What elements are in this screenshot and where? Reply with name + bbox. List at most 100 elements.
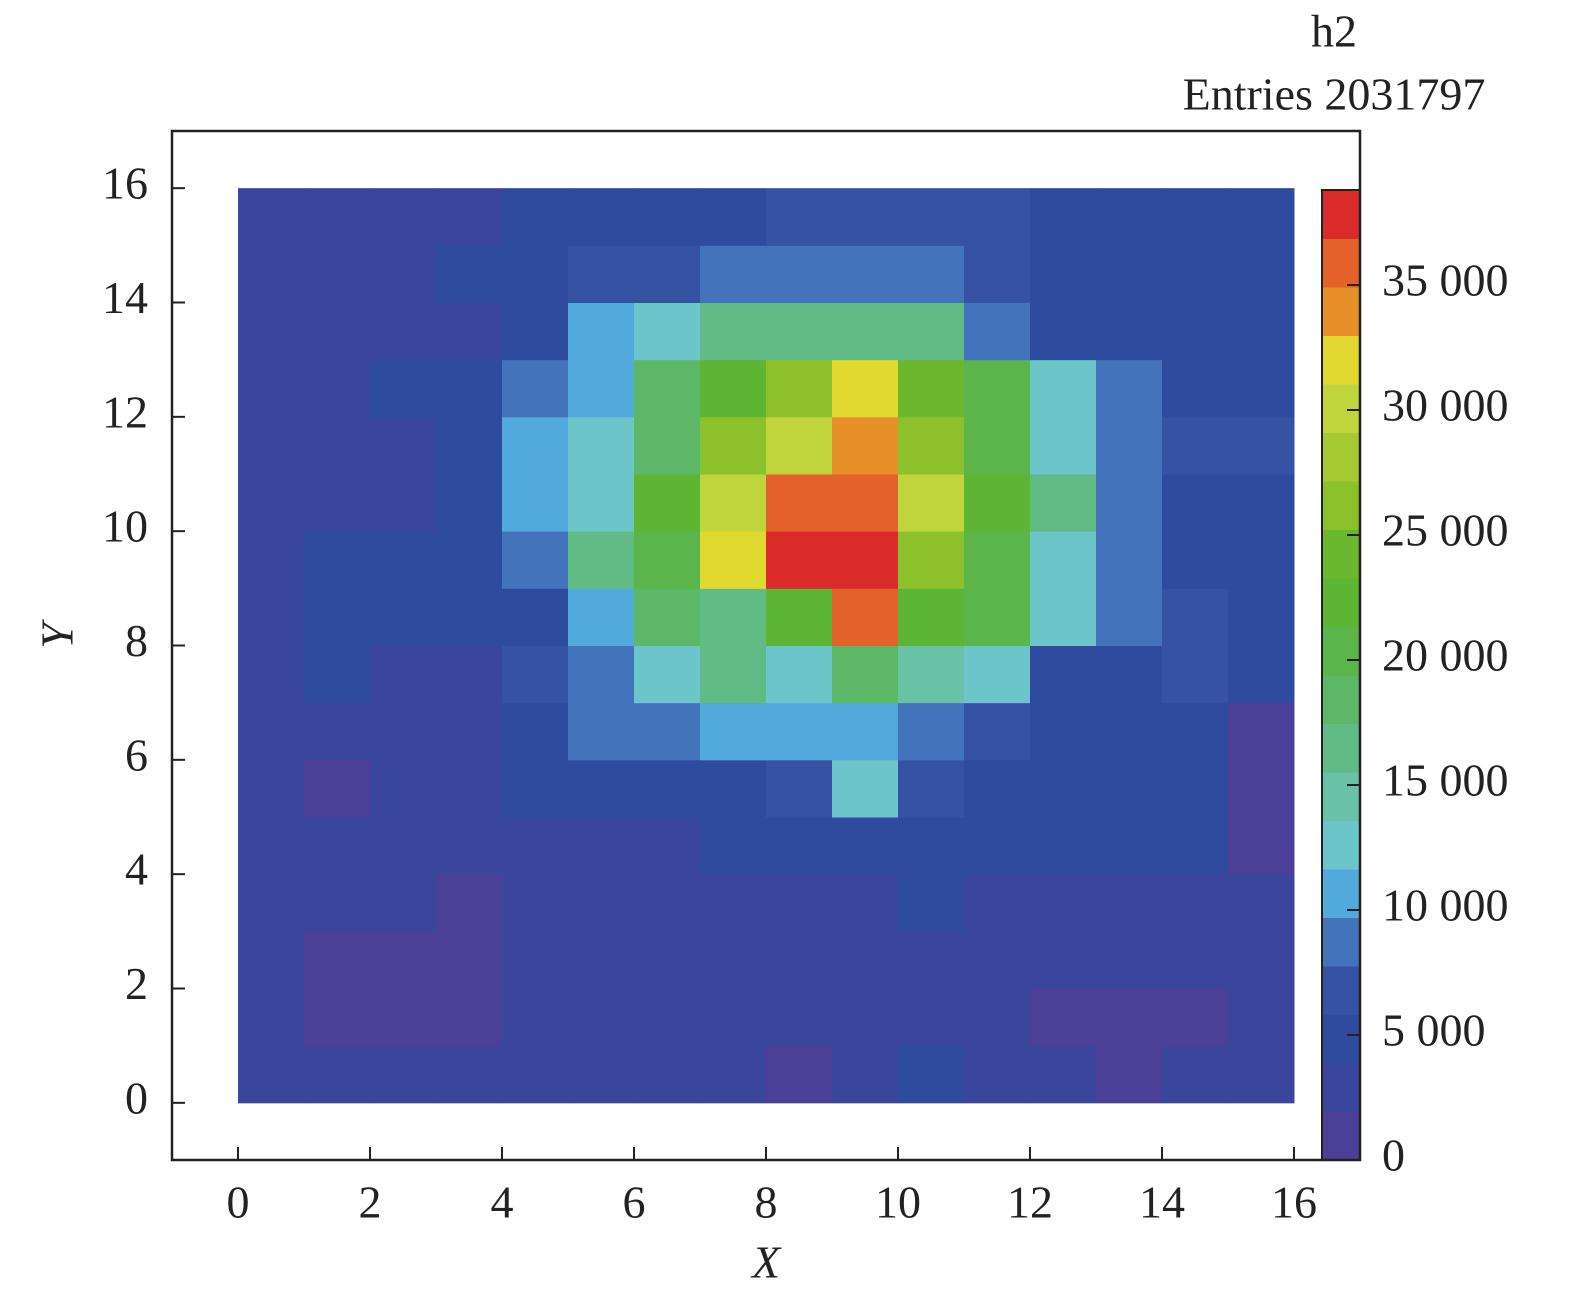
heatmap-cell: [700, 988, 767, 1047]
heatmap-cell: [1030, 702, 1097, 761]
heatmap-cell: [700, 759, 767, 818]
heatmap-cell: [436, 359, 503, 418]
heatmap-cell: [832, 359, 899, 418]
heatmap-cell: [502, 188, 569, 246]
heatmap-cell: [634, 474, 701, 532]
heatmap-cell: [370, 416, 437, 475]
colorbar-tick-label: 0: [1382, 1130, 1405, 1181]
heatmap-cell: [1096, 188, 1163, 246]
heatmap-cell: [304, 759, 371, 818]
heatmap-cell: [370, 874, 437, 932]
heatmap-cell: [304, 588, 371, 646]
heatmap-cell: [1162, 588, 1229, 646]
heatmap-cell: [1030, 874, 1097, 932]
heatmap-cell: [1228, 531, 1295, 589]
colorbar-band: [1322, 432, 1360, 482]
heatmap-cell: [634, 817, 701, 875]
heatmap-cell: [964, 931, 1031, 989]
heatmap-cell: [502, 702, 569, 761]
colorbar-band: [1322, 917, 1360, 967]
heatmap-cell: [1162, 188, 1229, 246]
y-tick-label: 14: [102, 272, 148, 323]
heatmap-cell: [1030, 817, 1097, 875]
heatmap-cell: [964, 245, 1031, 303]
heatmap-cell: [634, 988, 701, 1047]
heatmap-cell: [238, 474, 305, 532]
heatmap-cell: [832, 588, 899, 646]
heatmap-cell: [898, 931, 965, 989]
heatmap-cell: [700, 188, 767, 246]
heatmap-cell: [436, 759, 503, 818]
x-tick-label: 8: [755, 1177, 778, 1228]
heatmap-cell: [568, 245, 635, 303]
heatmap-cell: [370, 817, 437, 875]
heatmap-cell: [634, 359, 701, 418]
heatmap-cell: [238, 245, 305, 303]
heatmap-cell: [436, 531, 503, 589]
heatmap-cell: [898, 302, 965, 361]
heatmap-cell: [436, 1045, 503, 1104]
y-axis-label: Y: [32, 619, 83, 649]
heatmap-cell: [766, 416, 833, 475]
heatmap-cell: [1096, 531, 1163, 589]
heatmap-cell: [1162, 988, 1229, 1047]
heatmap-cell: [1096, 817, 1163, 875]
heatmap-cell: [502, 531, 569, 589]
heatmap-cell: [964, 702, 1031, 761]
heatmap-cell: [832, 702, 899, 761]
heatmap-cell: [1030, 931, 1097, 989]
heatmap-cell: [634, 188, 701, 246]
heatmap-cell: [964, 302, 1031, 361]
heatmap-cell: [964, 416, 1031, 475]
heatmap-cell: [832, 188, 899, 246]
heatmap-cell: [436, 874, 503, 932]
colorbar-tick-label: 25 000: [1382, 505, 1509, 556]
colorbar-band: [1322, 335, 1360, 385]
heatmap-cell: [766, 645, 833, 704]
heatmap-cell: [964, 531, 1031, 589]
heatmap-cell: [502, 874, 569, 932]
heatmap-cell: [832, 474, 899, 532]
colorbar-band: [1322, 1111, 1360, 1161]
heatmap-cell: [304, 988, 371, 1047]
heatmap-cell: [568, 759, 635, 818]
heatmap-cell: [304, 645, 371, 704]
y-tick-label: 2: [125, 958, 148, 1009]
heatmap-cell: [898, 817, 965, 875]
heatmap-cell: [436, 645, 503, 704]
heatmap-cell: [502, 359, 569, 418]
heatmap-cell: [1162, 359, 1229, 418]
heatmap-cell: [370, 759, 437, 818]
heatmap-cell: [964, 874, 1031, 932]
colorbar-band: [1322, 578, 1360, 627]
heatmap-cell: [766, 531, 833, 589]
heatmap-cell: [304, 245, 371, 303]
colorbar-band: [1322, 529, 1360, 579]
heatmap-cell: [1096, 474, 1163, 532]
heatmap-cell: [238, 645, 305, 704]
heatmap-cell: [238, 1045, 305, 1104]
heatmap-cell: [1228, 988, 1295, 1047]
heatmap-cell: [832, 245, 899, 303]
heatmap-cell: [898, 531, 965, 589]
heatmap-cell: [634, 1045, 701, 1104]
heatmap-cell: [898, 474, 965, 532]
heatmap-cell: [568, 874, 635, 932]
heatmap-cell: [370, 1045, 437, 1104]
heatmap-cell: [1162, 759, 1229, 818]
stats-text: Entries 2031797: [1183, 69, 1486, 120]
y-tick-label: 16: [102, 158, 148, 209]
heatmap-cell: [898, 1045, 965, 1104]
heatmap-cell: [766, 817, 833, 875]
heatmap-cell: [1228, 645, 1295, 704]
heatmap-cell: [238, 302, 305, 361]
heatmap-cell: [304, 817, 371, 875]
heatmap-cell: [700, 416, 767, 475]
x-tick-label: 10: [875, 1177, 921, 1228]
colorbar-band: [1322, 675, 1360, 724]
x-tick-label: 6: [623, 1177, 646, 1228]
heatmap-cell: [634, 931, 701, 989]
heatmap-cell: [766, 1045, 833, 1104]
heatmap-cell: [700, 702, 767, 761]
heatmap-cell: [502, 1045, 569, 1104]
